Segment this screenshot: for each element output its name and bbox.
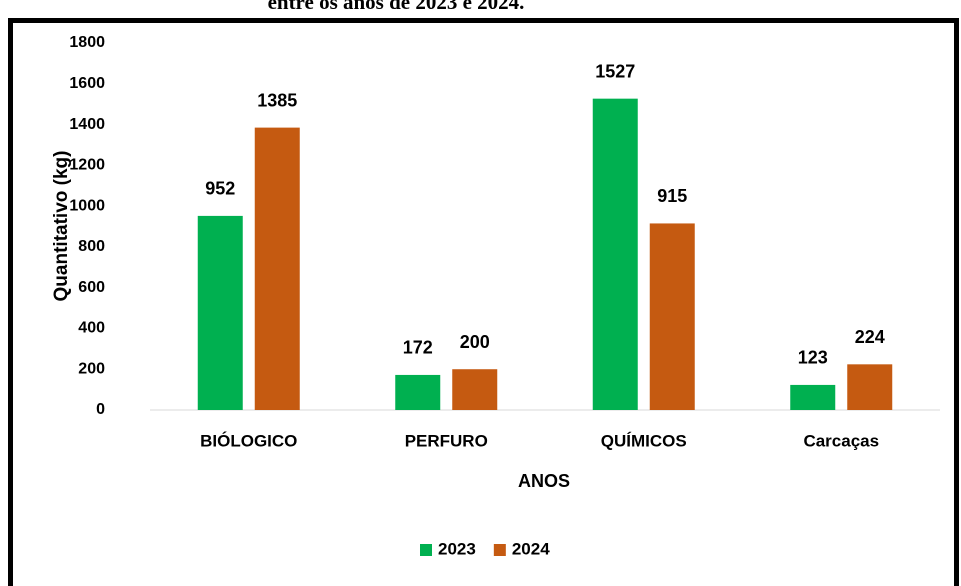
y-tick-label: 800 — [78, 238, 105, 255]
data-label: 1385 — [257, 90, 297, 110]
y-tick-label: 1400 — [69, 116, 105, 133]
y-tick-label: 400 — [78, 320, 105, 337]
data-label: 172 — [403, 338, 433, 358]
legend-label: 2024 — [512, 539, 550, 558]
bar — [790, 384, 836, 410]
y-tick-label: 1800 — [69, 34, 105, 51]
data-label: 200 — [460, 332, 490, 352]
bar — [254, 127, 300, 410]
x-axis-title: ANOS — [518, 471, 570, 491]
data-label: 1527 — [595, 61, 635, 81]
bar — [592, 98, 638, 410]
x-tick-label: PERFURO — [405, 431, 488, 450]
bar — [395, 374, 441, 410]
bar — [452, 369, 498, 410]
x-tick-label: Carcaças — [803, 431, 879, 450]
chart-frame — [8, 18, 959, 586]
x-tick-label: BIÓLOGICO — [200, 431, 297, 450]
y-tick-label: 200 — [78, 360, 105, 377]
data-label: 123 — [798, 348, 828, 368]
y-tick-label: 1600 — [69, 75, 105, 92]
y-tick-label: 1000 — [69, 197, 105, 214]
y-axis-title: Quantitativo (kg) — [51, 151, 72, 302]
chart-title: entre os anos de 2023 e 2024. — [268, 0, 525, 14]
y-tick-label: 1200 — [69, 157, 105, 174]
legend-label: 2023 — [438, 539, 476, 558]
y-tick-label: 600 — [78, 279, 105, 296]
x-tick-label: QUÍMICOS — [601, 431, 687, 450]
legend-swatch — [420, 544, 432, 556]
data-label: 915 — [657, 186, 687, 206]
data-label: 224 — [855, 327, 885, 347]
data-label: 952 — [205, 179, 235, 199]
y-tick-label: 0 — [96, 401, 105, 418]
bar — [649, 223, 695, 410]
legend-swatch — [493, 544, 506, 556]
bar — [847, 364, 893, 410]
bar — [197, 215, 243, 410]
